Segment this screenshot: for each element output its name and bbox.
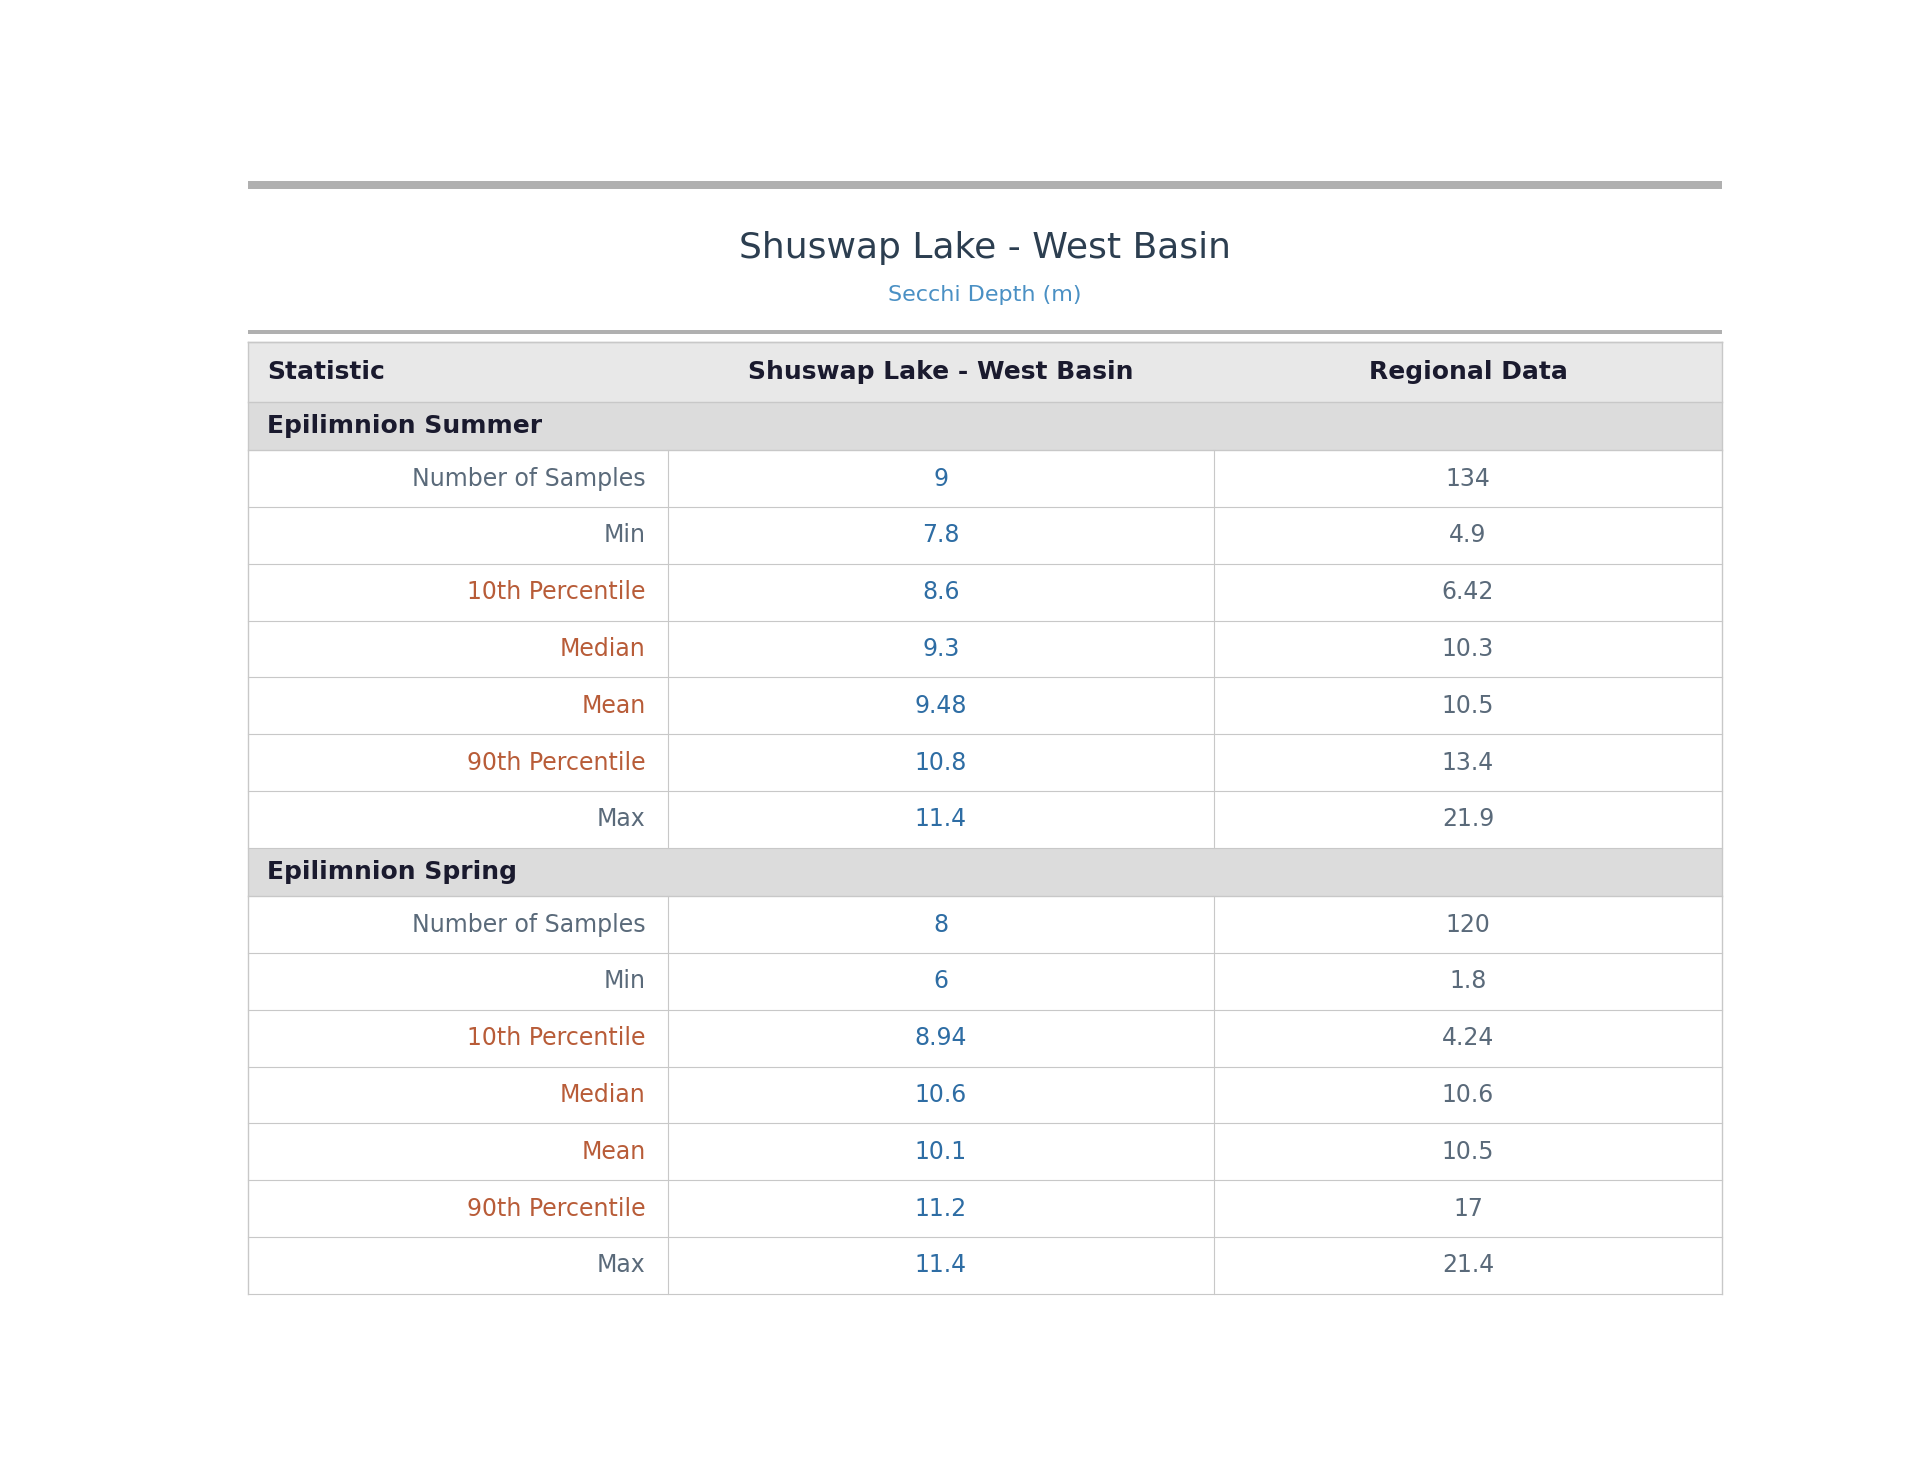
Text: 11.4: 11.4 [915,1253,967,1278]
Text: 6.42: 6.42 [1442,580,1493,604]
Text: 8.6: 8.6 [923,580,959,604]
Text: 17: 17 [1453,1197,1484,1221]
Text: Min: Min [604,523,646,548]
Text: Shuswap Lake - West Basin: Shuswap Lake - West Basin [740,231,1230,266]
Bar [248,342,1722,402]
Text: 10th Percentile: 10th Percentile [467,1026,646,1050]
Bar [248,677,1722,734]
Text: 10.1: 10.1 [915,1140,967,1164]
Text: Shuswap Lake - West Basin: Shuswap Lake - West Basin [748,359,1134,384]
Bar [248,1123,1722,1180]
Text: 11.2: 11.2 [915,1197,967,1221]
Bar [248,620,1722,677]
Text: 13.4: 13.4 [1442,750,1493,775]
Text: 10.8: 10.8 [915,750,967,775]
Bar [248,507,1722,564]
Text: 10.6: 10.6 [915,1083,967,1107]
Text: Max: Max [598,1253,646,1278]
Text: 90th Percentile: 90th Percentile [467,750,646,775]
Text: 1.8: 1.8 [1449,969,1486,993]
Text: 11.4: 11.4 [915,807,967,831]
Bar [248,181,1722,188]
Bar [248,1237,1722,1294]
Bar [248,896,1722,953]
Text: Regional Data: Regional Data [1368,359,1568,384]
Bar [248,734,1722,791]
Text: Median: Median [559,1083,646,1107]
Text: Epilimnion Summer: Epilimnion Summer [267,415,542,438]
Text: Statistic: Statistic [267,359,384,384]
Text: 4.24: 4.24 [1442,1026,1493,1050]
Text: 4.9: 4.9 [1449,523,1486,548]
Text: 134: 134 [1445,467,1490,491]
Bar [248,1180,1722,1237]
Text: 6: 6 [934,969,948,993]
Text: 21.4: 21.4 [1442,1253,1493,1278]
Bar [248,1010,1722,1067]
Text: Max: Max [598,807,646,831]
Text: 8: 8 [934,912,948,937]
Text: 9.3: 9.3 [923,637,959,661]
Text: 9.48: 9.48 [915,694,967,718]
Text: Number of Samples: Number of Samples [411,467,646,491]
Text: Median: Median [559,637,646,661]
Bar [248,564,1722,620]
Bar [248,791,1722,848]
Text: 21.9: 21.9 [1442,807,1493,831]
Text: 9: 9 [934,467,948,491]
Bar [248,330,1722,334]
Text: 7.8: 7.8 [923,523,959,548]
Text: 10.5: 10.5 [1442,694,1493,718]
Text: Secchi Depth (m): Secchi Depth (m) [888,286,1082,305]
Text: 10.6: 10.6 [1442,1083,1493,1107]
Text: Number of Samples: Number of Samples [411,912,646,937]
Text: Mean: Mean [580,694,646,718]
Bar [248,953,1722,1010]
Text: Epilimnion Spring: Epilimnion Spring [267,860,517,883]
Text: 90th Percentile: 90th Percentile [467,1197,646,1221]
Text: 10.5: 10.5 [1442,1140,1493,1164]
Bar [248,450,1722,507]
Bar [248,1067,1722,1123]
Bar [248,402,1722,450]
Text: 10th Percentile: 10th Percentile [467,580,646,604]
Text: Mean: Mean [580,1140,646,1164]
Text: 120: 120 [1445,912,1490,937]
Bar [248,848,1722,896]
Text: Min: Min [604,969,646,993]
Text: 10.3: 10.3 [1442,637,1493,661]
Text: 8.94: 8.94 [915,1026,967,1050]
